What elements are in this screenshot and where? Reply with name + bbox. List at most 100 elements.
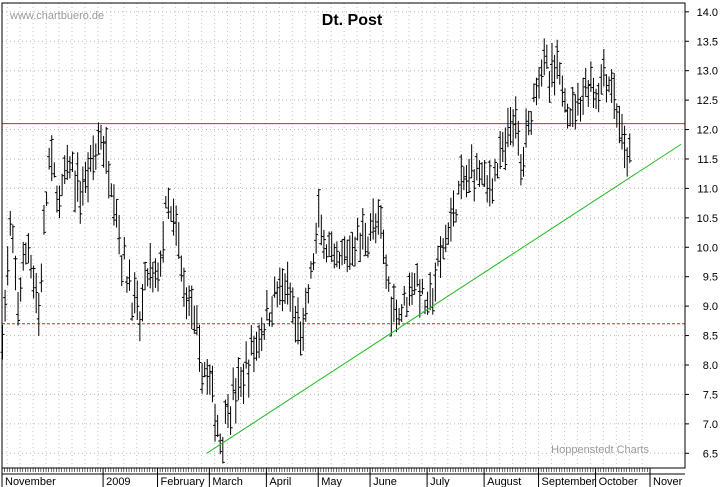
- price-bar: [550, 43, 555, 87]
- price-bar: [163, 196, 168, 209]
- trend-line-group: [206, 143, 682, 454]
- price-bar: [565, 103, 570, 129]
- y-tick-label: 12.5: [697, 95, 718, 107]
- price-bar: [18, 277, 23, 302]
- price-bar: [314, 222, 319, 254]
- price-bar: [355, 217, 360, 241]
- price-bar: [31, 265, 36, 299]
- price-bar: [101, 135, 106, 168]
- price-bar: [104, 126, 109, 174]
- price-bar: [187, 285, 192, 316]
- price-bar: [461, 166, 466, 191]
- price-bar: [192, 305, 197, 334]
- price-bar: [350, 231, 355, 266]
- price-bar: [80, 166, 85, 206]
- price-bar: [604, 74, 609, 103]
- price-bar: [612, 73, 617, 119]
- price-bar: [583, 67, 588, 98]
- y-tick-label: 8.0: [703, 360, 718, 372]
- price-bar: [347, 235, 352, 270]
- price-bar: [389, 296, 394, 337]
- price-bar: [267, 312, 272, 327]
- price-bar: [8, 210, 13, 236]
- price-bar: [508, 106, 513, 146]
- price-bar: [233, 378, 238, 424]
- price-bar: [96, 122, 101, 155]
- price-bar: [575, 82, 580, 116]
- price-bar: [459, 154, 464, 200]
- price-bar: [562, 88, 567, 113]
- source-label: www.chartbuero.de: [9, 10, 104, 22]
- price-bar: [26, 233, 31, 264]
- price-bar: [332, 243, 337, 269]
- price-bar: [578, 97, 583, 122]
- price-bar: [272, 276, 277, 298]
- price-bar: [259, 317, 264, 352]
- price-bar: [124, 276, 129, 293]
- price-bar: [397, 308, 402, 326]
- price-bar: [236, 357, 241, 401]
- price-bar: [44, 191, 49, 207]
- price-bar: [270, 296, 275, 328]
- price-bar: [495, 163, 500, 179]
- price-bar: [83, 161, 88, 194]
- price-bar: [625, 147, 630, 177]
- price-bar: [547, 71, 552, 103]
- price-bar: [412, 272, 417, 295]
- price-bar: [531, 83, 536, 103]
- price-bar: [360, 208, 365, 250]
- price-bar: [420, 278, 425, 295]
- price-bar: [150, 261, 155, 293]
- x-month-label: October: [599, 476, 638, 487]
- price-bar: [529, 111, 534, 135]
- price-bar: [311, 253, 316, 271]
- price-bar: [98, 124, 103, 150]
- price-bar: [70, 151, 75, 172]
- price-bar: [353, 236, 358, 267]
- price-bar: [334, 241, 339, 268]
- price-bar: [490, 178, 495, 204]
- price-bar: [542, 38, 547, 76]
- price-bar: [52, 162, 57, 178]
- price-bar: [57, 185, 62, 219]
- x-month-label: May: [321, 476, 342, 487]
- price-bar: [308, 261, 313, 279]
- price-bar: [158, 250, 163, 277]
- x-month-label: July: [430, 476, 450, 487]
- x-month-label: April: [269, 476, 291, 487]
- price-bar: [425, 291, 430, 315]
- price-bar: [122, 236, 127, 260]
- price-bar: [614, 103, 619, 128]
- price-bar: [303, 287, 308, 322]
- price-bar: [619, 113, 624, 150]
- price-bar: [49, 135, 54, 182]
- price-bar: [588, 61, 593, 92]
- price-bar: [417, 279, 422, 318]
- price-bar: [205, 358, 210, 395]
- price-bar: [552, 54, 557, 96]
- price-bar: [67, 156, 72, 179]
- price-bar: [148, 243, 153, 289]
- price-bar: [327, 231, 332, 257]
- price-bar: [438, 236, 443, 278]
- price-bar: [135, 280, 140, 321]
- price-bar: [241, 363, 246, 404]
- price-bar: [189, 285, 194, 330]
- y-tick-label: 11.5: [697, 154, 718, 166]
- price-bar: [16, 292, 21, 326]
- price-bar: [23, 242, 28, 265]
- price-bar: [257, 324, 262, 359]
- price-bar: [524, 108, 529, 148]
- price-bar: [202, 362, 207, 378]
- price-bar: [500, 131, 505, 163]
- price-bar: [617, 105, 622, 144]
- price-bar: [200, 363, 205, 394]
- price-bar: [469, 144, 474, 179]
- price-bar: [228, 406, 233, 435]
- y-tick-label: 12.0: [697, 125, 718, 137]
- y-tick-label: 13.0: [697, 66, 718, 78]
- price-bar: [13, 255, 18, 291]
- x-month-label: 2009: [106, 476, 130, 487]
